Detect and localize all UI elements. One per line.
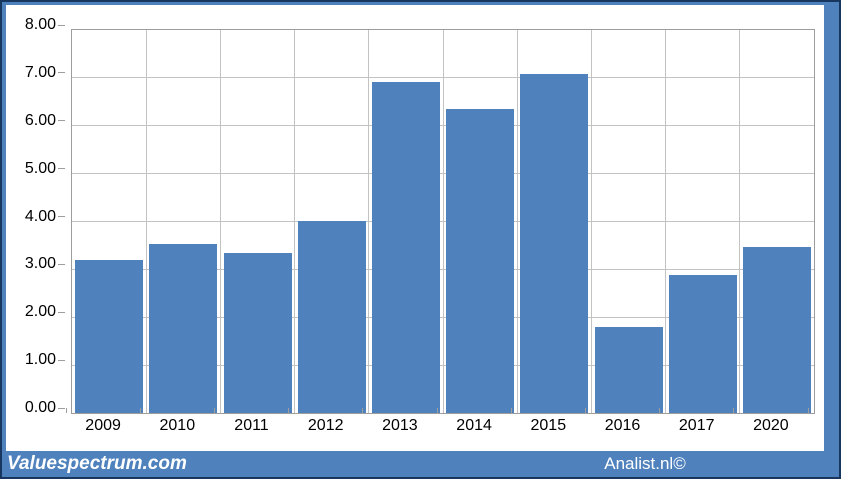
x-axis-tick-label: 2012 bbox=[307, 417, 344, 434]
x-axis-tick bbox=[807, 408, 809, 413]
bar bbox=[75, 260, 144, 413]
y-axis-tick-label: 3.00 bbox=[24, 255, 56, 273]
y-axis-tick-label: 0.00 bbox=[24, 399, 56, 416]
x-axis-tick bbox=[510, 408, 512, 413]
y-axis-tick bbox=[58, 72, 65, 74]
gridline-vertical bbox=[294, 30, 296, 413]
bar bbox=[223, 253, 292, 413]
gridline-vertical bbox=[368, 30, 370, 413]
y-axis-tick-label: 6.00 bbox=[24, 111, 56, 129]
x-axis-tick bbox=[436, 408, 438, 413]
x-axis-tick-label: 2009 bbox=[85, 417, 121, 434]
y-axis-tick bbox=[58, 263, 65, 265]
y-axis-tick bbox=[58, 120, 65, 122]
footer-bar: Valuespectrum.com Analist.nl© bbox=[0, 451, 841, 479]
y-axis-tick bbox=[58, 311, 65, 313]
gridline-vertical bbox=[442, 30, 444, 413]
y-axis-tick-label: 1.00 bbox=[24, 351, 56, 369]
x-axis-tick-label: 2016 bbox=[604, 417, 641, 434]
gridline-vertical bbox=[739, 30, 741, 413]
x-axis-tick-label: 2014 bbox=[456, 417, 492, 434]
valuespectrum-watermark: Valuespectrum.com bbox=[7, 453, 187, 474]
plot-area bbox=[71, 29, 815, 414]
bar bbox=[668, 274, 737, 413]
x-axis-tick-label: 2015 bbox=[530, 417, 567, 434]
y-axis-tick-label: 5.00 bbox=[24, 159, 56, 177]
x-axis-tick bbox=[139, 408, 141, 413]
y-axis-tick bbox=[58, 216, 65, 217]
x-axis-tick bbox=[362, 408, 364, 413]
x-axis-tick-label: 2010 bbox=[159, 417, 196, 434]
y-axis-tick-label: 8.00 bbox=[24, 16, 56, 33]
y-axis-tick-label: 7.00 bbox=[24, 63, 56, 81]
x-axis-tick bbox=[584, 408, 586, 413]
bar bbox=[594, 327, 663, 413]
gridline-vertical bbox=[590, 30, 592, 413]
gridline-vertical bbox=[665, 30, 667, 413]
bar bbox=[149, 244, 218, 413]
bar bbox=[742, 247, 811, 413]
gridline-vertical bbox=[145, 30, 147, 413]
analist-watermark: Analist.nl© bbox=[604, 454, 686, 473]
x-axis-tick bbox=[213, 408, 215, 413]
x-axis-tick-label: 2013 bbox=[382, 417, 418, 434]
bar bbox=[297, 220, 366, 413]
x-axis-tick bbox=[65, 408, 67, 413]
x-axis-tick bbox=[288, 408, 290, 413]
x-axis-tick-label: 2020 bbox=[753, 417, 789, 434]
y-axis-tick bbox=[58, 359, 65, 361]
y-axis-tick bbox=[58, 407, 65, 409]
x-axis-tick bbox=[733, 408, 735, 413]
chart-background bbox=[6, 5, 824, 451]
y-axis-tick bbox=[58, 24, 65, 26]
x-axis-tick-label: 2011 bbox=[234, 417, 269, 434]
y-axis-tick bbox=[58, 168, 65, 170]
bar bbox=[371, 81, 440, 413]
bar bbox=[520, 74, 589, 413]
gridline-vertical bbox=[516, 30, 518, 413]
bar bbox=[446, 108, 515, 413]
x-axis-tick bbox=[659, 408, 661, 413]
y-axis-tick-label: 4.00 bbox=[24, 207, 56, 225]
gridline-vertical bbox=[219, 30, 221, 413]
y-axis-tick-label: 2.00 bbox=[24, 303, 56, 321]
x-axis-tick-label: 2017 bbox=[678, 417, 715, 434]
